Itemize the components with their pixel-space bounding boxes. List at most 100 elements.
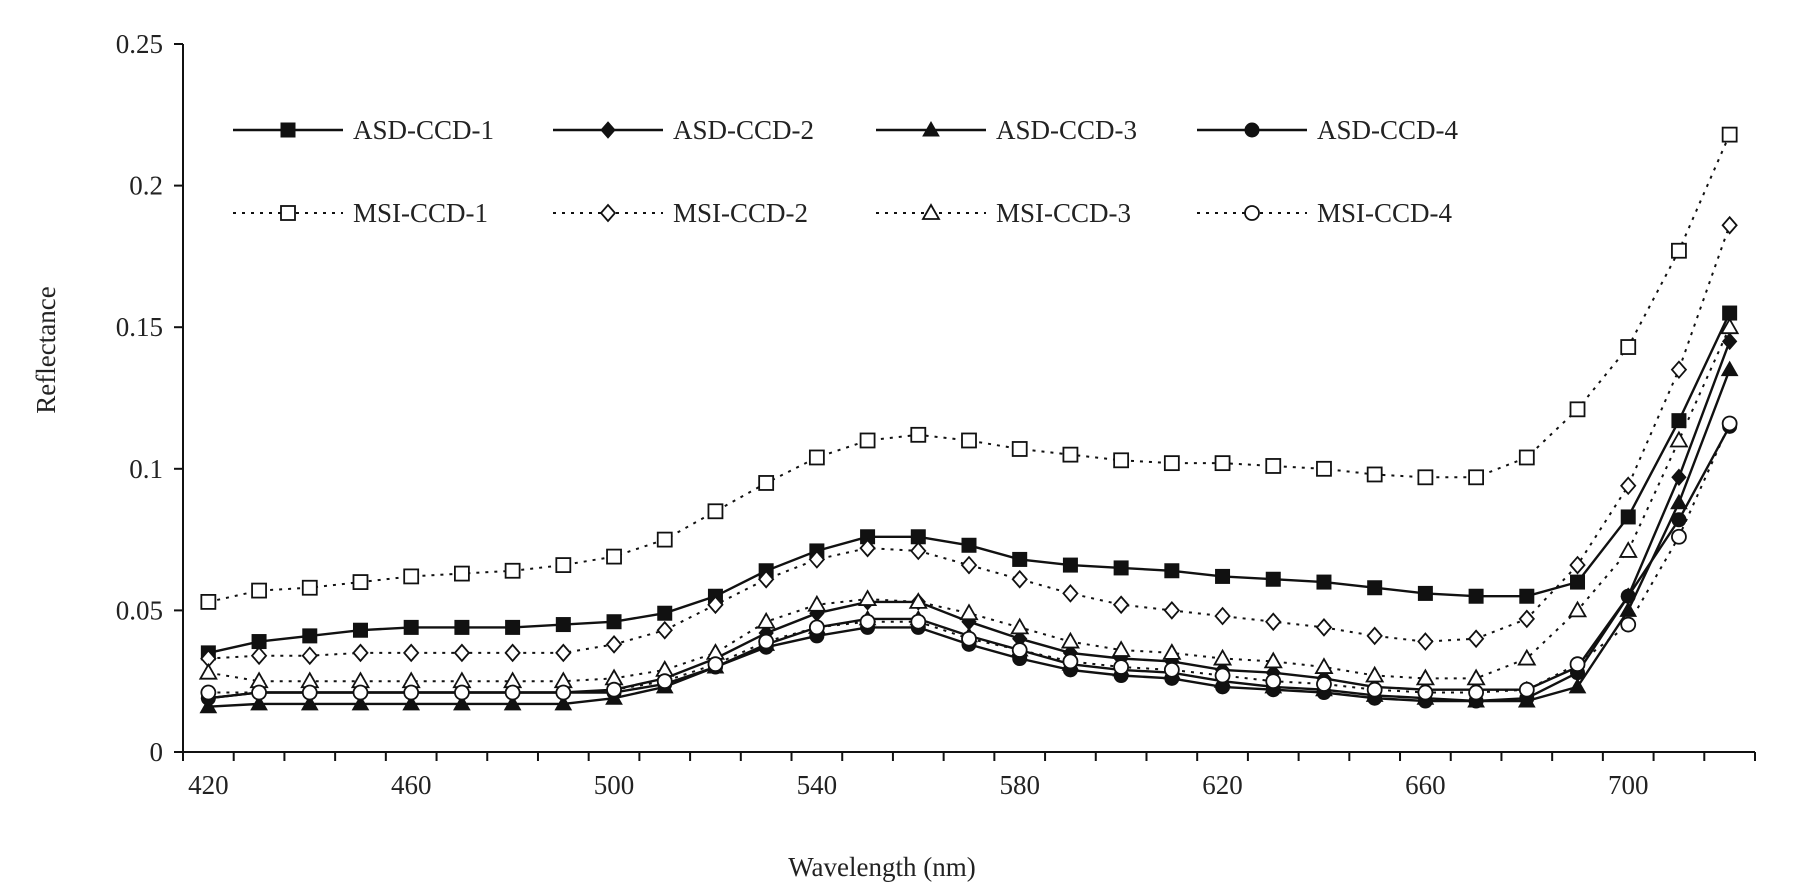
data-point — [1060, 631, 1080, 649]
data-point — [707, 656, 724, 673]
data-point — [1265, 458, 1282, 474]
data-point — [1671, 468, 1687, 487]
legend: ASD-CCD-1 ASD-CCD-2 ASD-CCD-3 ASD-CCD-4 MSI-… — [233, 115, 1459, 228]
y-tick-label: 0.2 — [129, 171, 163, 201]
data-point — [1062, 653, 1079, 670]
data-point — [200, 684, 217, 701]
data-point — [605, 635, 623, 654]
data-point — [403, 619, 419, 635]
data-point — [910, 613, 927, 630]
data-point — [1113, 452, 1130, 469]
x-tick-label: 460 — [391, 770, 432, 800]
legend-marker — [280, 122, 296, 138]
data-point — [1417, 585, 1433, 601]
legend-marker — [599, 203, 617, 223]
data-point — [250, 646, 268, 666]
data-point — [961, 630, 977, 647]
data-point — [1620, 339, 1637, 355]
x-tick-label: 500 — [594, 770, 635, 800]
data-point — [961, 432, 977, 449]
data-point — [555, 684, 572, 701]
data-point — [1518, 449, 1535, 466]
data-point — [1415, 668, 1435, 686]
data-point — [1164, 563, 1180, 579]
data-point — [200, 594, 217, 610]
data-point — [504, 643, 521, 663]
data-point — [1012, 551, 1028, 567]
data-point — [807, 594, 827, 612]
legend-marker — [280, 205, 296, 221]
legend-marker — [922, 120, 940, 137]
series-msi-ccd-2 — [200, 215, 1738, 668]
data-point — [1162, 643, 1182, 660]
y-tick-label: 0.15 — [116, 312, 163, 342]
data-point — [1569, 656, 1586, 673]
data-point — [1721, 215, 1738, 235]
data-point — [756, 611, 776, 629]
legend-item: ASD-CCD-1 — [233, 115, 494, 145]
data-point — [757, 569, 775, 589]
data-point — [1062, 584, 1079, 603]
data-point — [1011, 569, 1028, 589]
data-point — [606, 681, 622, 698]
x-axis-label: Wavelength (nm) — [788, 852, 976, 882]
data-point — [1316, 676, 1332, 692]
data-point — [1011, 642, 1028, 658]
data-point — [1620, 588, 1636, 604]
data-point — [707, 595, 724, 615]
legend-marker — [921, 203, 941, 220]
data-point — [1519, 588, 1535, 604]
data-point — [1315, 618, 1333, 637]
data-point — [454, 565, 470, 582]
data-point — [454, 684, 470, 701]
data-point — [606, 548, 622, 565]
x-tick-label: 420 — [188, 770, 229, 800]
data-point — [1163, 661, 1180, 678]
data-point — [910, 541, 927, 561]
data-point — [1417, 684, 1434, 701]
data-point — [554, 694, 573, 711]
data-point — [251, 582, 267, 599]
legend-item: MSI-CCD-4 — [1197, 198, 1453, 228]
data-point — [859, 432, 876, 449]
data-point — [758, 633, 775, 650]
data-point — [1518, 681, 1535, 698]
data-point — [1620, 616, 1637, 633]
series-msi-ccd-3 — [198, 317, 1740, 689]
data-point — [707, 503, 724, 520]
y-axis-label: Reflectance — [31, 286, 61, 413]
data-point — [656, 620, 673, 640]
data-point — [1112, 595, 1130, 615]
legend-item: ASD-CCD-3 — [876, 115, 1137, 145]
data-point — [1468, 469, 1484, 486]
data-point — [1265, 673, 1282, 690]
legend-item: ASD-CCD-2 — [553, 115, 814, 145]
data-point — [1670, 360, 1688, 380]
axes: 0 0.05 0.1 0.15 0.2 0.25 420 460 500 540 580 620 660… — [116, 29, 1756, 800]
data-point — [1569, 555, 1586, 575]
x-tick-label: 700 — [1608, 770, 1649, 800]
data-point — [1670, 493, 1688, 510]
data-point — [1721, 415, 1738, 432]
data-point — [1518, 609, 1536, 629]
data-point — [1721, 126, 1738, 143]
data-point — [1366, 626, 1383, 646]
legend-label: ASD-CCD-3 — [996, 115, 1137, 145]
data-point — [1669, 430, 1689, 448]
data-point — [1011, 441, 1028, 457]
data-point — [1263, 651, 1283, 669]
data-point — [301, 579, 318, 596]
data-point — [351, 694, 370, 711]
data-point — [1467, 629, 1485, 649]
data-point — [1671, 242, 1687, 259]
data-point — [1671, 512, 1687, 528]
data-point — [1468, 684, 1484, 701]
x-tick-label: 540 — [797, 770, 838, 800]
legend-item: MSI-CCD-1 — [233, 198, 488, 228]
data-point — [910, 426, 927, 443]
data-point — [1468, 588, 1484, 604]
data-point — [858, 589, 878, 606]
data-point — [352, 684, 369, 701]
data-point — [505, 619, 521, 635]
data-point — [1417, 469, 1434, 486]
